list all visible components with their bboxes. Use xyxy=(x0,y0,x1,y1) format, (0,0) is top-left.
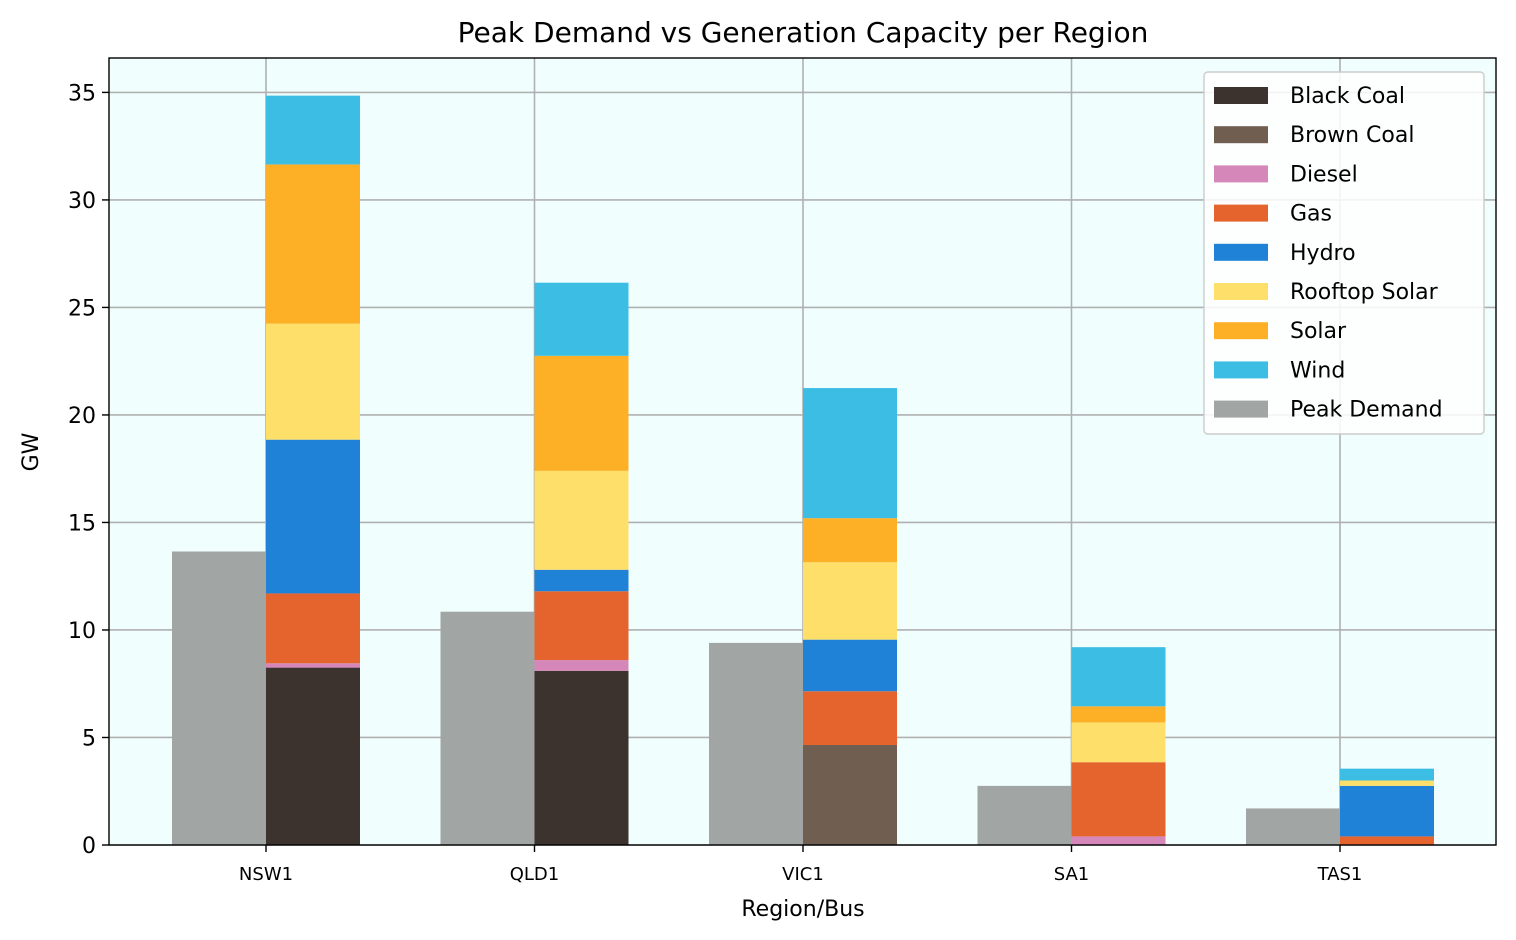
bar-rooftop-solar xyxy=(1340,780,1434,786)
x-tick-label: TAS1 xyxy=(1317,864,1363,885)
legend-label: Peak Demand xyxy=(1290,398,1443,423)
bar-solar xyxy=(1071,706,1166,723)
bar-rooftop-solar xyxy=(803,562,897,640)
bar-diesel xyxy=(266,663,360,668)
bar-solar xyxy=(534,355,629,471)
bar-rooftop-solar xyxy=(266,323,360,440)
bar-black-coal xyxy=(534,670,629,845)
legend-swatch xyxy=(1214,400,1268,418)
legend-swatch xyxy=(1214,243,1268,261)
bar-hydro xyxy=(534,569,629,592)
y-axis-label: GW xyxy=(19,432,44,471)
bar-wind xyxy=(803,388,897,519)
bar-gas xyxy=(1340,836,1434,845)
bars xyxy=(172,95,1434,845)
bar-gas xyxy=(803,691,897,746)
legend-label: Hydro xyxy=(1290,241,1356,266)
legend-swatch xyxy=(1214,126,1268,144)
legend-swatch xyxy=(1214,361,1268,379)
legend-swatch xyxy=(1214,283,1268,300)
legend-swatch xyxy=(1214,322,1268,340)
bar-wind xyxy=(534,282,629,356)
bar-solar xyxy=(803,518,897,563)
bar-wind xyxy=(1340,768,1434,781)
bar-rooftop-solar xyxy=(1071,722,1166,763)
bar-wind xyxy=(1071,647,1166,707)
y-tick-label: 5 xyxy=(82,726,96,751)
legend-label: Gas xyxy=(1290,202,1332,227)
bar-black-coal xyxy=(266,667,360,845)
bar-gas xyxy=(266,593,360,664)
legend-swatch xyxy=(1214,165,1268,183)
y-axis-ticks: 0 5 10 15 20 25 30 35 xyxy=(68,81,109,859)
legend-swatch xyxy=(1214,204,1268,222)
bar-gas xyxy=(534,591,629,661)
bar-peak-demand xyxy=(440,611,535,845)
y-tick-label: 10 xyxy=(68,619,96,644)
y-tick-label: 25 xyxy=(68,296,96,321)
legend-box xyxy=(1203,71,1485,435)
y-tick-label: 0 xyxy=(82,834,96,859)
bar-diesel xyxy=(1071,836,1166,845)
y-tick-label: 20 xyxy=(68,404,96,429)
x-tick-label: VIC1 xyxy=(782,864,824,885)
x-tick-label: SA1 xyxy=(1054,864,1090,885)
y-tick-label: 30 xyxy=(68,189,96,214)
bar-diesel xyxy=(534,660,629,671)
bar-wind xyxy=(266,95,360,165)
bar-hydro xyxy=(1340,785,1434,837)
bar-peak-demand xyxy=(977,785,1072,845)
y-tick-label: 35 xyxy=(68,81,96,106)
bar-gas xyxy=(1071,762,1166,837)
bar-hydro xyxy=(803,639,897,692)
legend-label: Brown Coal xyxy=(1290,123,1414,148)
bar-solar xyxy=(266,164,360,324)
x-tick-label: QLD1 xyxy=(510,864,560,885)
x-tick-label: NSW1 xyxy=(239,864,293,885)
legend: Black Coal Brown Coal Diesel Gas Hydro Roofto… xyxy=(1203,71,1485,435)
bar-brown-coal xyxy=(803,745,897,845)
bar-hydro xyxy=(266,439,360,594)
y-tick-label: 15 xyxy=(68,511,96,536)
bar-rooftop-solar xyxy=(534,470,629,570)
chart-title: Peak Demand vs Generation Capacity per R… xyxy=(458,16,1149,49)
legend-label: Diesel xyxy=(1290,162,1358,187)
legend-label: Wind xyxy=(1290,358,1345,383)
bar-peak-demand xyxy=(709,642,803,845)
x-axis-ticks: NSW1 QLD1 VIC1 SA1 TAS1 xyxy=(239,845,1362,885)
x-axis-label: Region/Bus xyxy=(741,897,864,922)
legend-label: Black Coal xyxy=(1290,84,1405,109)
legend-swatch xyxy=(1214,87,1268,104)
legend-label: Rooftop Solar xyxy=(1290,280,1439,305)
bar-peak-demand xyxy=(1246,808,1340,845)
legend-label: Solar xyxy=(1290,319,1347,344)
bar-peak-demand xyxy=(172,551,266,845)
